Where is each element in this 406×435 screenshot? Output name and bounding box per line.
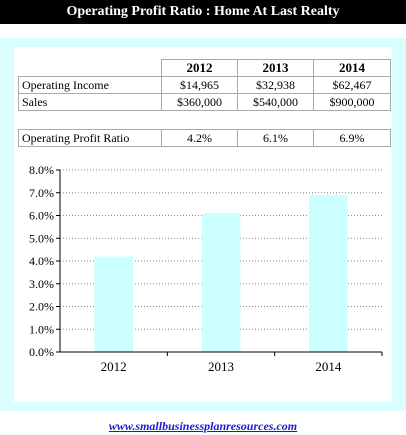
sheet-area: 2012 2013 2014 Operating Income $14,965 …: [14, 47, 392, 402]
value-cell: $540,000: [237, 93, 314, 111]
ratio-table: Operating Profit Ratio 4.2% 6.1% 6.9%: [18, 129, 391, 147]
page-title: Operating Profit Ratio : Home At Last Re…: [0, 0, 406, 24]
ratio-bar-chart: 0.0% 1.0% 2.0% 3.0% 4.0% 5.0% 6.0% 7.0% 8.0% 2012…: [29, 163, 383, 374]
content-panel: 2012 2013 2014 Operating Income $14,965 …: [0, 38, 406, 411]
bar: [309, 195, 348, 352]
ratio-cell: 4.2%: [161, 129, 238, 147]
value-cell: $900,000: [313, 93, 391, 111]
y-tick-label: 3.0%: [29, 277, 54, 291]
y-tick-label: 7.0%: [29, 186, 54, 200]
y-tick-label: 4.0%: [29, 254, 54, 268]
x-tick-label: 2012: [101, 359, 127, 374]
website-link[interactable]: www.smallbusinessplanresources.com: [108, 419, 298, 433]
y-tick-label: 5.0%: [29, 231, 54, 245]
row-label: Operating Profit Ratio: [18, 129, 162, 147]
x-tick-label: 2013: [208, 359, 234, 374]
ratio-row: Operating Profit Ratio 4.2% 6.1% 6.9%: [18, 129, 391, 147]
financial-table: 2012 2013 2014 Operating Income $14,965 …: [18, 59, 391, 111]
row-label: Sales: [18, 93, 162, 111]
bar: [201, 213, 241, 352]
y-tick-label: 0.0%: [29, 345, 54, 359]
x-tick-label: 2014: [315, 359, 342, 374]
y-tick-label: 6.0%: [29, 209, 54, 223]
value-cell: $14,965: [161, 76, 238, 94]
ratio-cell: 6.9%: [313, 129, 391, 147]
y-tick-label: 1.0%: [29, 322, 54, 336]
sales-row: Sales $360,000 $540,000 $900,000: [18, 93, 391, 111]
y-tick-label: 2.0%: [29, 300, 54, 314]
bar: [94, 256, 133, 352]
y-tick-label: 8.0%: [29, 163, 54, 177]
